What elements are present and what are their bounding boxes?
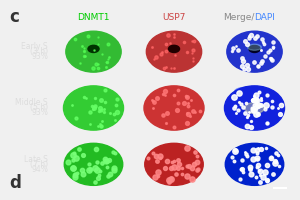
- Ellipse shape: [244, 102, 264, 114]
- Ellipse shape: [64, 143, 123, 185]
- Ellipse shape: [249, 45, 260, 52]
- Ellipse shape: [235, 87, 259, 96]
- Ellipse shape: [88, 45, 99, 52]
- Text: (7 h): (7 h): [30, 160, 48, 169]
- Text: Early S: Early S: [21, 42, 48, 51]
- Text: (5 h): (5 h): [30, 103, 48, 112]
- Ellipse shape: [169, 45, 179, 52]
- Text: DNMT1: DNMT1: [77, 13, 110, 22]
- Text: 93%: 93%: [31, 108, 48, 117]
- Text: c: c: [9, 8, 19, 26]
- Text: d: d: [9, 174, 21, 192]
- Ellipse shape: [144, 86, 204, 130]
- Ellipse shape: [225, 143, 284, 185]
- Text: (3 h): (3 h): [30, 47, 48, 56]
- Text: Middle S: Middle S: [15, 98, 48, 107]
- Text: 93%: 93%: [31, 52, 48, 61]
- Text: Late S: Late S: [24, 155, 48, 164]
- Ellipse shape: [224, 86, 284, 130]
- Ellipse shape: [66, 31, 121, 72]
- Text: DAPI: DAPI: [254, 13, 275, 22]
- Ellipse shape: [146, 31, 202, 72]
- Text: USP7: USP7: [162, 13, 186, 22]
- Ellipse shape: [248, 44, 261, 50]
- Text: 94%: 94%: [31, 165, 48, 174]
- Ellipse shape: [145, 143, 203, 185]
- Ellipse shape: [64, 86, 124, 130]
- Text: Merge/: Merge/: [223, 13, 254, 22]
- Ellipse shape: [227, 31, 282, 72]
